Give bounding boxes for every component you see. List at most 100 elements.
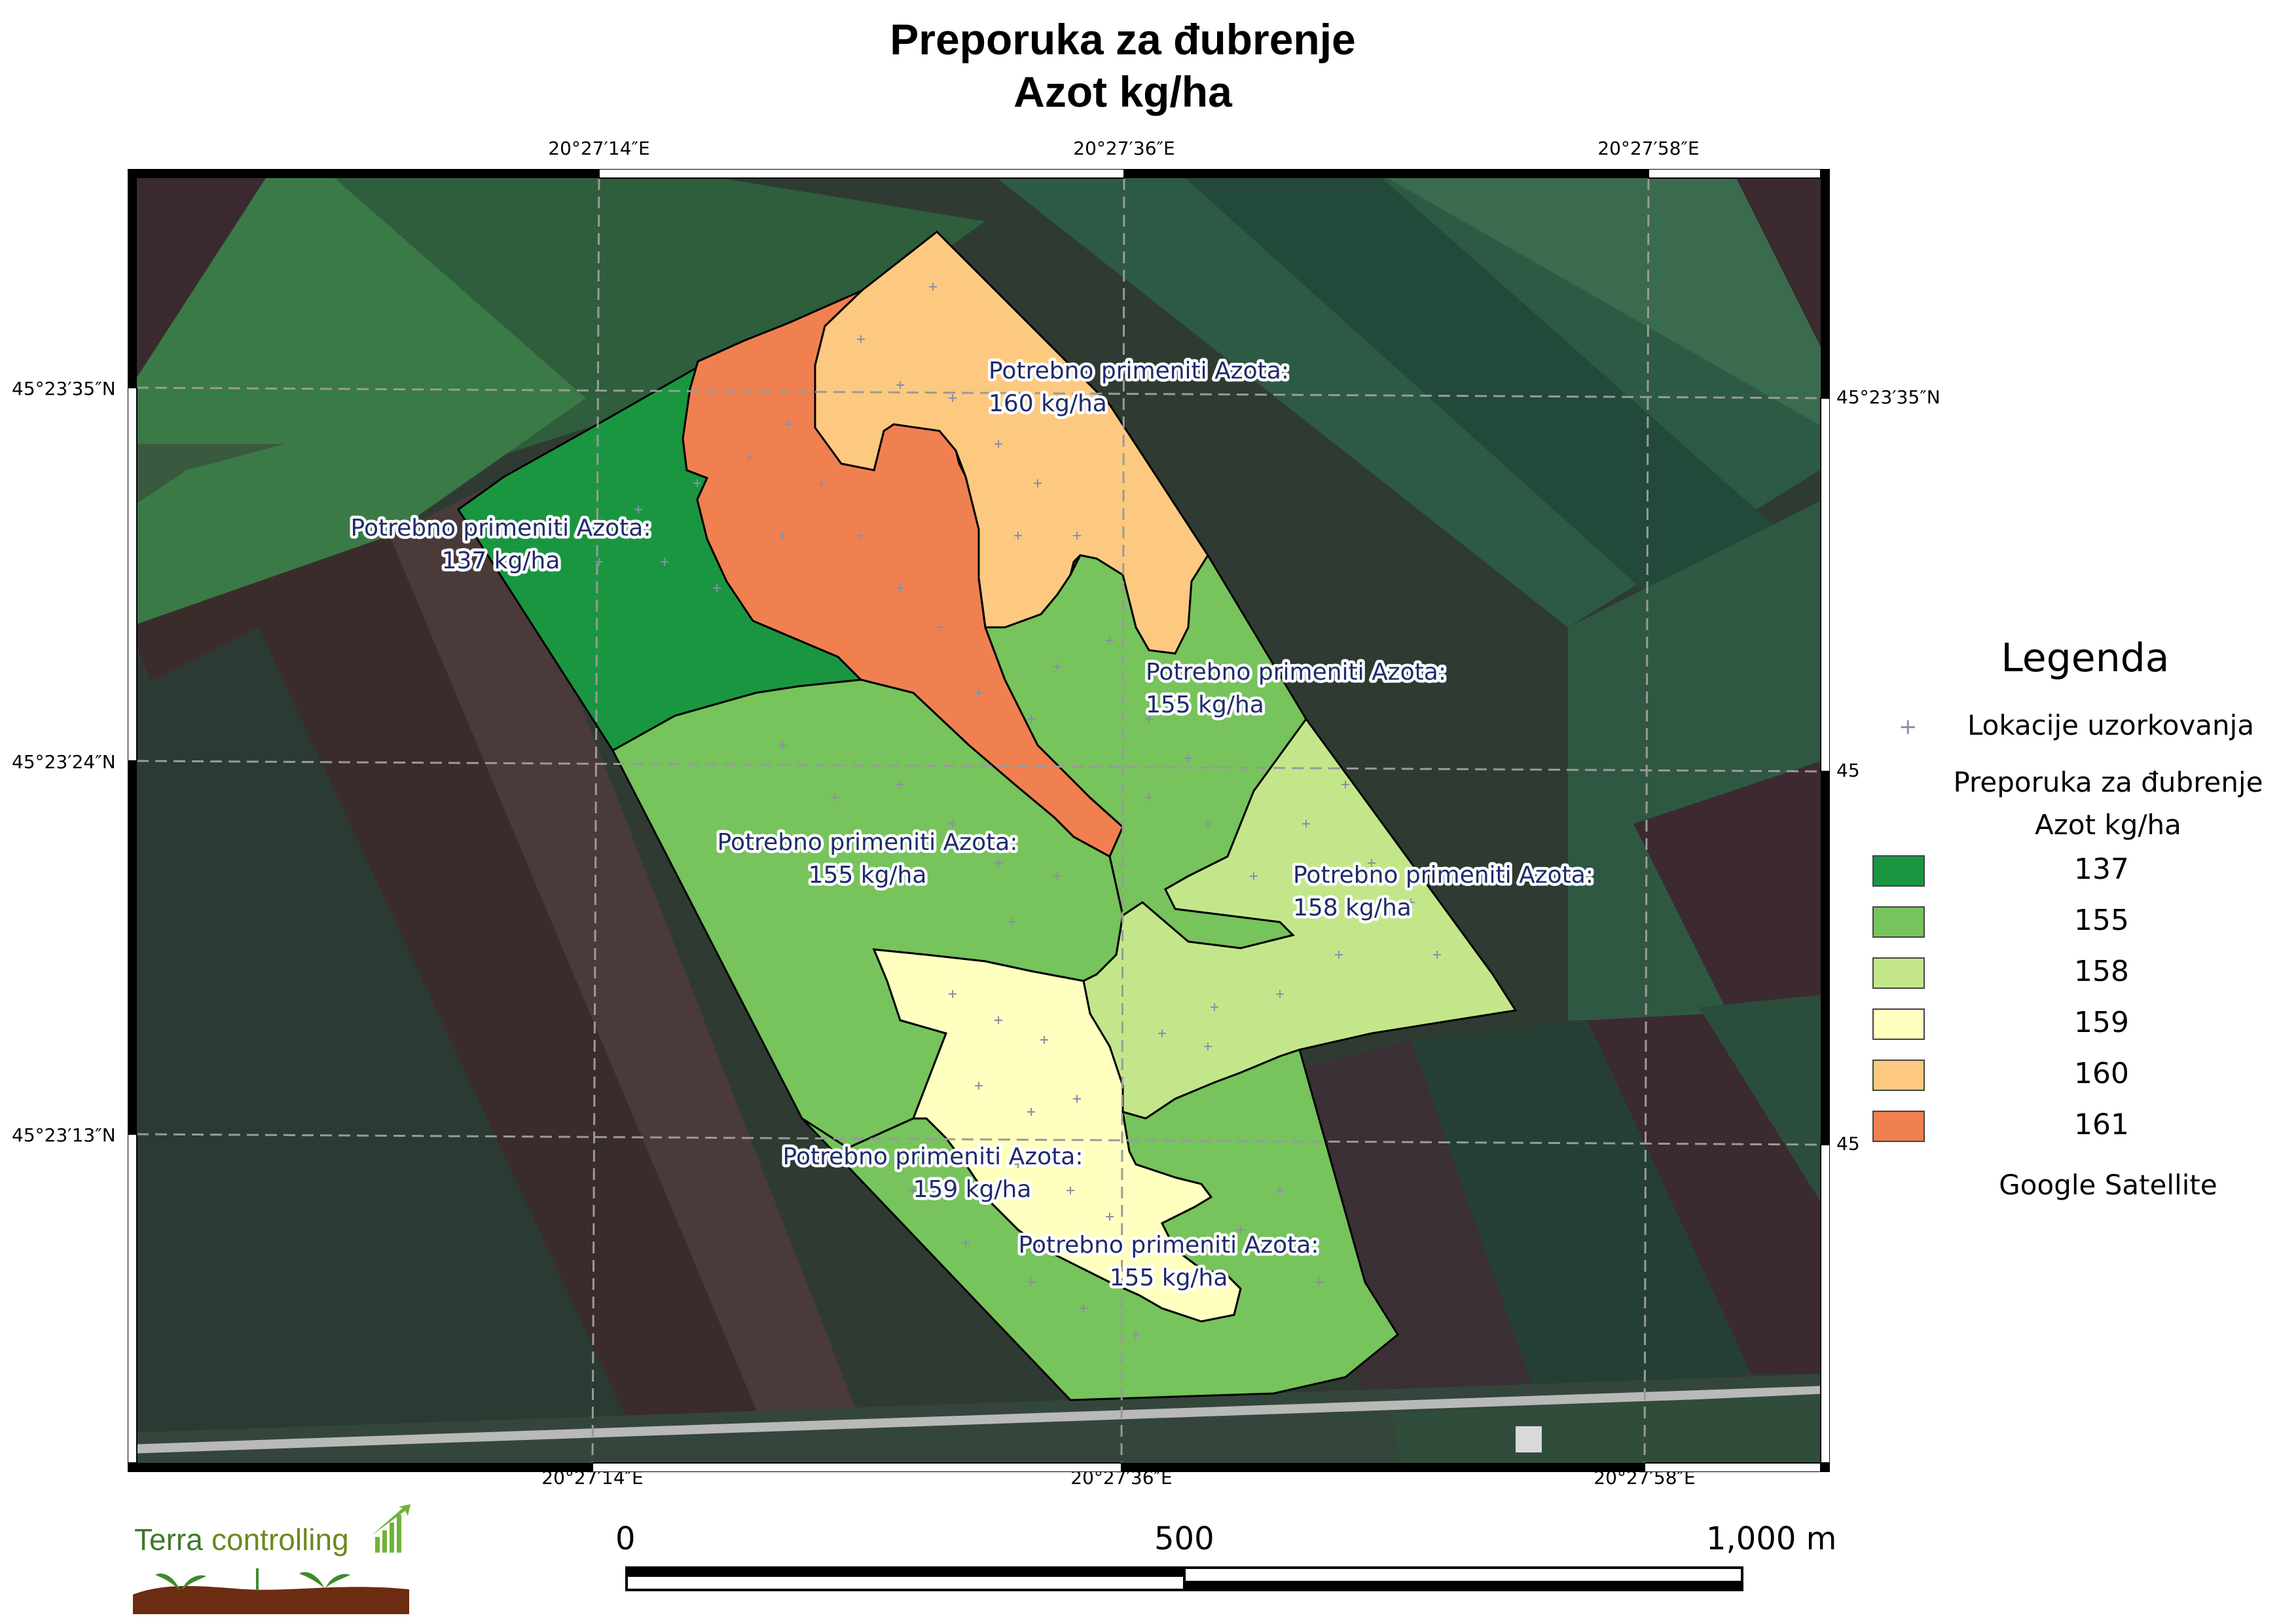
lat-label-left-2: 45°23′24″N: [12, 751, 116, 773]
label-155-south-line1: Potrebno primeniti Azota:: [1019, 1232, 1319, 1259]
graticule: [136, 177, 1821, 1464]
sampling-point: [1158, 1029, 1166, 1037]
sampling-point: [1106, 1213, 1114, 1221]
sampling-point: [778, 741, 786, 749]
map-title: Preporuka za đubrenje: [890, 15, 1356, 64]
terra-controlling-logo: Terra controlling: [133, 1504, 410, 1614]
scale-bar: [625, 1566, 1743, 1591]
legend-layer-title-1: Preporuka za đubrenje: [1953, 766, 2263, 798]
legend-title: Legenda: [2001, 635, 2170, 681]
label-158-line2: 158 kg/ha: [1293, 895, 1412, 921]
sampling-point: [975, 689, 983, 697]
sampling-point: [1276, 990, 1284, 998]
lon-label-top-1: 20°27′14″E: [548, 138, 650, 159]
legend-swatch-137: [1872, 855, 1925, 887]
zone-155-south[interactable]: [801, 1048, 1399, 1401]
scale-label-0: 0: [615, 1521, 636, 1557]
sampling-point: [1040, 1036, 1048, 1044]
sampling-point: [962, 1239, 970, 1247]
label-155-west-line2: 155 kg/ha: [809, 862, 927, 889]
legend-swatch-159: [1872, 1008, 1925, 1040]
map-frame: [128, 169, 1830, 1472]
label-137-line1: Potrebno primeniti Azota:: [351, 515, 651, 542]
sampling-point: [693, 479, 701, 487]
sampling-point: [831, 794, 839, 802]
logo-text-terra: Terra: [134, 1522, 203, 1557]
legend-value-161: 161: [2074, 1108, 2129, 1141]
legend-layer-title-2: Azot kg/ha: [2035, 809, 2181, 841]
lon-label-top-3: 20°27′58″E: [1597, 138, 1700, 159]
legend-sampling-label: Lokacije uzorkovanja: [1967, 709, 2255, 741]
legend-swatch-161: [1872, 1111, 1925, 1142]
legend-value-137: 137: [2074, 853, 2129, 886]
sampling-point: [713, 584, 721, 592]
sampling-point: [634, 506, 642, 513]
sampling-point: [1315, 1278, 1323, 1286]
sampling-point: [936, 623, 943, 631]
label-158-line1: Potrebno primeniti Azota:: [1293, 862, 1594, 889]
legend-swatch-155: [1872, 906, 1925, 938]
nitrogen-zones: [456, 231, 1518, 1401]
lat-label-left-1: 45°23′35″N: [12, 378, 116, 399]
sampling-point: [896, 781, 904, 788]
sampling-point: [1014, 532, 1022, 540]
lat-label-right-3: 45: [1836, 1133, 1860, 1154]
sampling-point: [1335, 951, 1343, 959]
label-159-line1: Potrebno primeniti Azota:: [783, 1143, 1084, 1170]
legend-value-155: 155: [2074, 904, 2129, 937]
sampling-point: [1237, 1226, 1245, 1234]
zone-labels: Potrebno primeniti Azota: 137 kg/ha Potr…: [348, 355, 1596, 1295]
sampling-point: [909, 1187, 917, 1194]
map-canvas[interactable]: Potrebno primeniti Azota: 137 kg/ha Potr…: [128, 169, 1830, 1472]
legend-basemap-label: Google Satellite: [1999, 1169, 2217, 1201]
legend-swatch-160: [1872, 1060, 1925, 1091]
lon-label-top-2: 20°27′36″E: [1073, 138, 1175, 159]
sampling-point: [929, 283, 937, 291]
sampling-point: [778, 532, 786, 540]
logo-bars-icon: [371, 1504, 410, 1553]
sampling-point: [1204, 820, 1212, 828]
sampling-point: [949, 990, 957, 998]
sampling-point: [949, 820, 957, 828]
sampling-point: [1341, 781, 1349, 788]
scale-label-1000: 1,000 m: [1706, 1521, 1837, 1557]
sampling-point: [818, 479, 826, 487]
lat-label-right-2: 45: [1836, 760, 1860, 781]
sampling-point: [1027, 715, 1035, 723]
label-159-line2: 159 kg/ha: [913, 1176, 1032, 1203]
logo-soil-icon: [133, 1586, 409, 1614]
legend-value-158: 158: [2074, 955, 2129, 988]
sampling-point: [1145, 715, 1153, 723]
sampling-point: [864, 1147, 871, 1155]
label-160-line1: Potrebno primeniti Azota:: [989, 358, 1289, 384]
sampling-point: [896, 381, 904, 389]
sampling-point: [1027, 1278, 1035, 1286]
sampling-point: [1027, 1108, 1035, 1116]
sampling-point: [1145, 794, 1153, 802]
sampling-point: [1407, 898, 1415, 906]
sampling-point: [1132, 1331, 1140, 1338]
sampling-point: [1433, 951, 1441, 959]
sampling-point: [1053, 872, 1061, 880]
label-137-line2: 137 kg/ha: [442, 547, 560, 574]
label-155-north-line1: Potrebno primeniti Azota:: [1146, 659, 1446, 686]
lat-label-right-1: 45°23′35″N: [1836, 386, 1941, 408]
label-155-west-line1: Potrebno primeniti Azota:: [718, 829, 1018, 856]
sampling-point: [1204, 1043, 1212, 1050]
sampling-points: [595, 283, 1441, 1338]
legend-swatch-158: [1872, 957, 1925, 989]
sampling-point: [1106, 637, 1114, 644]
sampling-point: [1066, 1187, 1074, 1194]
sampling-point: [1014, 1160, 1022, 1168]
sampling-point: [1250, 872, 1258, 880]
sampling-point: [1184, 1278, 1192, 1286]
logo-sprout-icon: [155, 1568, 350, 1591]
sampling-point: [1080, 1304, 1087, 1312]
sampling-point: [1368, 859, 1376, 867]
sampling-point-icon: +: [1899, 714, 1918, 740]
legend-value-160: 160: [2074, 1057, 2129, 1090]
sampling-point: [1276, 1187, 1284, 1194]
sampling-point: [1145, 1246, 1153, 1253]
sampling-point: [595, 558, 603, 566]
label-155-south-line2: 155 kg/ha: [1110, 1264, 1228, 1291]
